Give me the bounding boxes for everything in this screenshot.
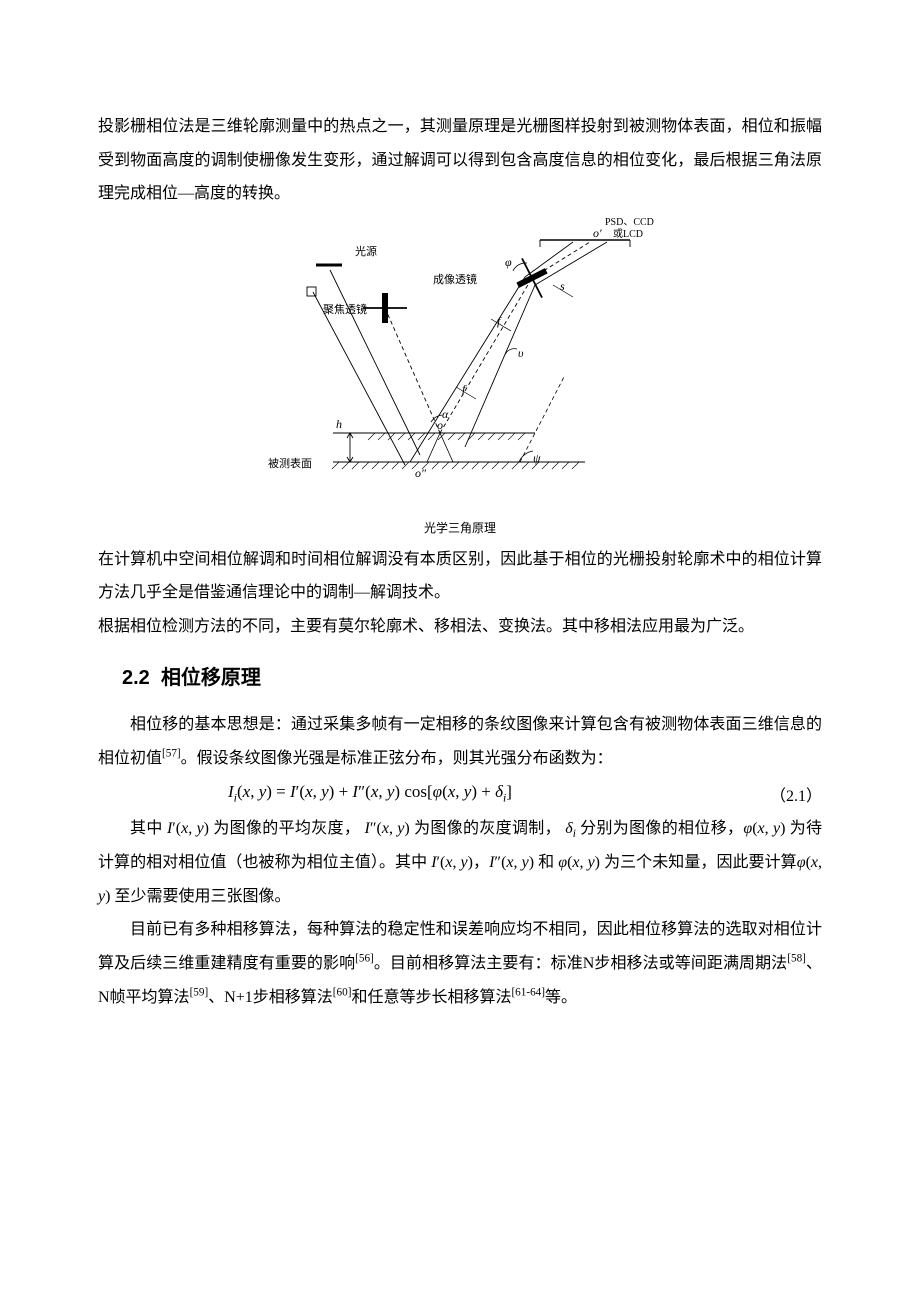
heading-number: 2.2 — [122, 667, 150, 689]
paragraph-3: 根据相位检测方法的不同，主要有莫尔轮廓术、移相法、变换法。其中移相法应用最为广泛… — [98, 610, 822, 644]
heading-title: 相位移原理 — [161, 667, 261, 689]
equation-2-1: Ii(x, y) = I′(x, y) + I″(x, y) cos[φ(x, … — [98, 782, 822, 806]
p6e: 和任意等步长相移算法 — [351, 989, 511, 1006]
p5g: 为三个未知量，因此要计算 — [604, 854, 797, 871]
p5b: 为图像的平均灰度， — [213, 820, 360, 837]
paragraph-5: 其中 I′(x, y) 为图像的平均灰度， I″(x, y) 为图像的灰度调制，… — [98, 812, 822, 914]
ref-56: [56] — [355, 953, 374, 965]
equation-number: （2.1） — [742, 782, 822, 806]
paragraph-6: 目前已有多种相移算法，每种算法的稳定性和误差响应均不相同，因此相位移算法的选取对… — [98, 913, 822, 1014]
paragraph-2: 在计算机中空间相位解调和时间相位解调没有本质区别，因此基于相位的光栅投射轮廓术中… — [98, 543, 822, 610]
phi-label: φ — [505, 255, 512, 269]
p5a: 其中 — [130, 820, 163, 837]
o-dprime-label: o″ — [415, 466, 427, 480]
triangulation-diagram: PSD、CCD 或LCD o′ 光源 成像透镜 聚焦透镜 — [98, 215, 822, 537]
p5d: 分别为图像的相位移， — [580, 820, 743, 837]
surface-label: 被测表面 — [268, 456, 312, 470]
equation-body: Ii(x, y) = I′(x, y) + I″(x, y) cos[φ(x, … — [228, 782, 742, 805]
p5c: 为图像的灰度调制， — [414, 820, 561, 837]
detector-label-2: 或LCD — [613, 228, 643, 240]
p6d: 、N+1步相移算法 — [208, 989, 333, 1006]
p5f: 和 — [538, 854, 554, 871]
alpha-label: α — [442, 407, 449, 421]
ref-60: [60] — [333, 986, 352, 998]
p6b: 。目前相移算法主要有：标准N步相移法或等间距满周期法 — [374, 955, 787, 972]
intro-paragraph: 投影栅相位法是三维轮廓测量中的热点之一，其测量原理是光栅图样投射到被测物体表面，… — [98, 110, 822, 211]
o-prime-label: o′ — [593, 226, 602, 240]
p5h: 至少需要使用三张图像。 — [114, 888, 290, 905]
p4b-text: 。假设条纹图像光强是标准正弦分布，则其光强分布函数为： — [181, 750, 613, 767]
p6f: 等。 — [545, 989, 577, 1006]
ref-58: [58] — [787, 953, 806, 965]
diagram-caption: 光学三角原理 — [98, 520, 822, 537]
o-label: o — [437, 418, 443, 432]
imaging-lens-label: 成像透镜 — [433, 272, 477, 286]
nu-label: υ — [518, 346, 524, 360]
psi-label: ψ — [533, 451, 541, 465]
light-source-label: 光源 — [355, 244, 377, 258]
section-heading: 2.2 相位移原理 — [98, 661, 822, 690]
focus-lens-label: 聚焦透镜 — [323, 302, 367, 316]
ref-57: [57] — [162, 748, 181, 760]
ref-61-64: [61-64] — [511, 986, 545, 998]
h-label: h — [336, 417, 342, 431]
ref-59: [59] — [190, 986, 209, 998]
detector-label-1: PSD、CCD — [605, 217, 654, 228]
paragraph-4: 相位移的基本思想是：通过采集多帧有一定相移的条纹图像来计算包含有被测物体表面三维… — [98, 708, 822, 775]
f-label: f — [497, 314, 502, 328]
